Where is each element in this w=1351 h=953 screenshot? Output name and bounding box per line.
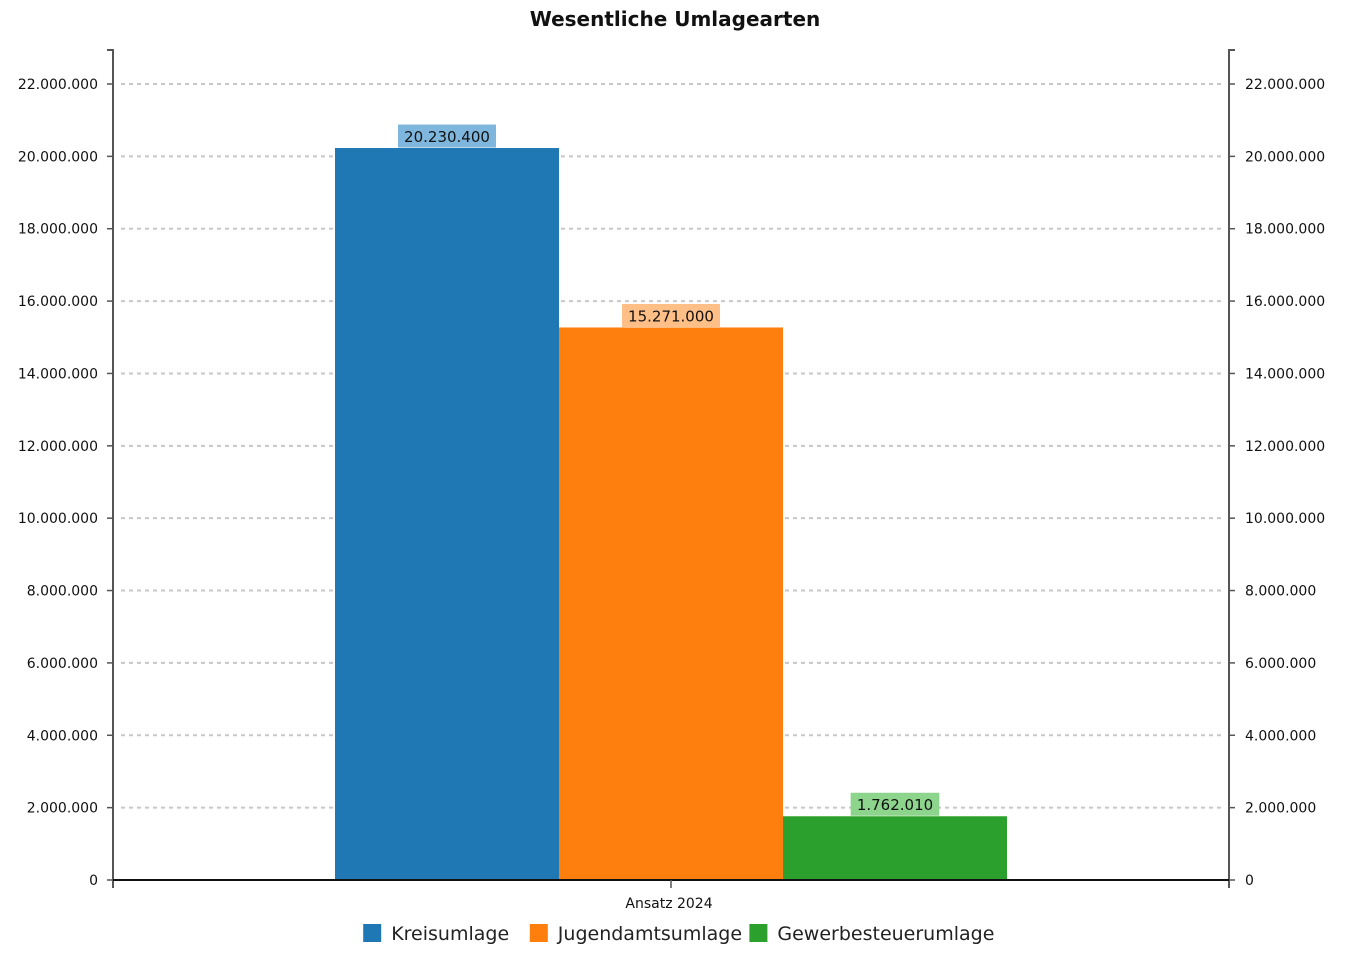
data-label: 20.230.400 <box>404 128 490 146</box>
y-tick-label-right: 4.000.000 <box>1245 728 1316 744</box>
y-tick-label-right: 6.000.000 <box>1245 656 1316 672</box>
y-tick-label-left: 6.000.000 <box>27 656 98 672</box>
legend-swatch-kreisumlage <box>363 924 382 942</box>
data-labels: 20.230.400 15.271.000 1.762.010 <box>398 124 940 816</box>
data-label-bg <box>398 124 496 148</box>
y-tick-label-right: 14.000.000 <box>1245 366 1325 382</box>
y-tick-label-right: 16.000.000 <box>1245 294 1325 310</box>
y-tick-label-right: 12.000.000 <box>1245 439 1325 455</box>
y-tick-label-right: 0 <box>1245 873 1254 889</box>
y-tick-label-left: 22.000.000 <box>18 77 98 93</box>
data-label-bg <box>850 792 940 816</box>
y-tick-label-right: 10.000.000 <box>1245 511 1325 527</box>
x-tick-label: Ansatz 2024 <box>625 896 712 912</box>
y-tick-label-left: 2.000.000 <box>27 801 98 817</box>
y-tick-label-left: 0 <box>89 873 98 889</box>
y-axis-left <box>107 49 114 888</box>
y-tick-label-left: 18.000.000 <box>18 222 98 238</box>
data-label: 15.271.000 <box>628 307 714 325</box>
legend-swatch-jugendamtsumlage <box>529 924 548 942</box>
y-tick-label-left: 4.000.000 <box>27 728 98 744</box>
y-tick-label-right: 2.000.000 <box>1245 801 1316 817</box>
y-tick-label-left: 16.000.000 <box>18 294 98 310</box>
y-tick-label-left: 8.000.000 <box>27 584 98 600</box>
data-label-bg <box>622 303 720 327</box>
y-tick-label-right: 20.000.000 <box>1245 149 1325 165</box>
y-tick-label-left: 14.000.000 <box>18 366 98 382</box>
y-tick-label-left: 10.000.000 <box>18 511 98 527</box>
bar-jugendamtsumlage <box>559 327 783 880</box>
y-tick-label-right: 18.000.000 <box>1245 222 1325 238</box>
data-label: 1.762.010 <box>857 796 933 814</box>
legend: Kreisumlage Jugendamtsumlage Gewerbesteuer… <box>363 923 994 945</box>
bar-gewerbesteuerumlage <box>783 816 1007 880</box>
legend-item-kreisumlage: Kreisumlage <box>391 923 509 945</box>
legend-item-gewerbesteuerumlage: Gewerbesteuerumlage <box>777 923 994 945</box>
y-tick-label-right: 8.000.000 <box>1245 584 1316 600</box>
bar-kreisumlage <box>335 148 559 880</box>
bars <box>335 148 1007 880</box>
y-tick-label-left: 12.000.000 <box>18 439 98 455</box>
legend-item-jugendamtsumlage: Jugendamtsumlage <box>557 923 742 945</box>
legend-swatch-gewerbesteuerumlage <box>749 924 768 942</box>
axes: 0 0 2.000.000 2.000.000 4.000.000 4.000.000 6.… <box>18 49 1325 912</box>
y-tick-label-right: 22.000.000 <box>1245 77 1325 93</box>
y-axis-right <box>1228 49 1235 888</box>
y-tick-label-left: 20.000.000 <box>18 149 98 165</box>
chart-title: Wesentliche Umlagearten <box>530 7 821 31</box>
